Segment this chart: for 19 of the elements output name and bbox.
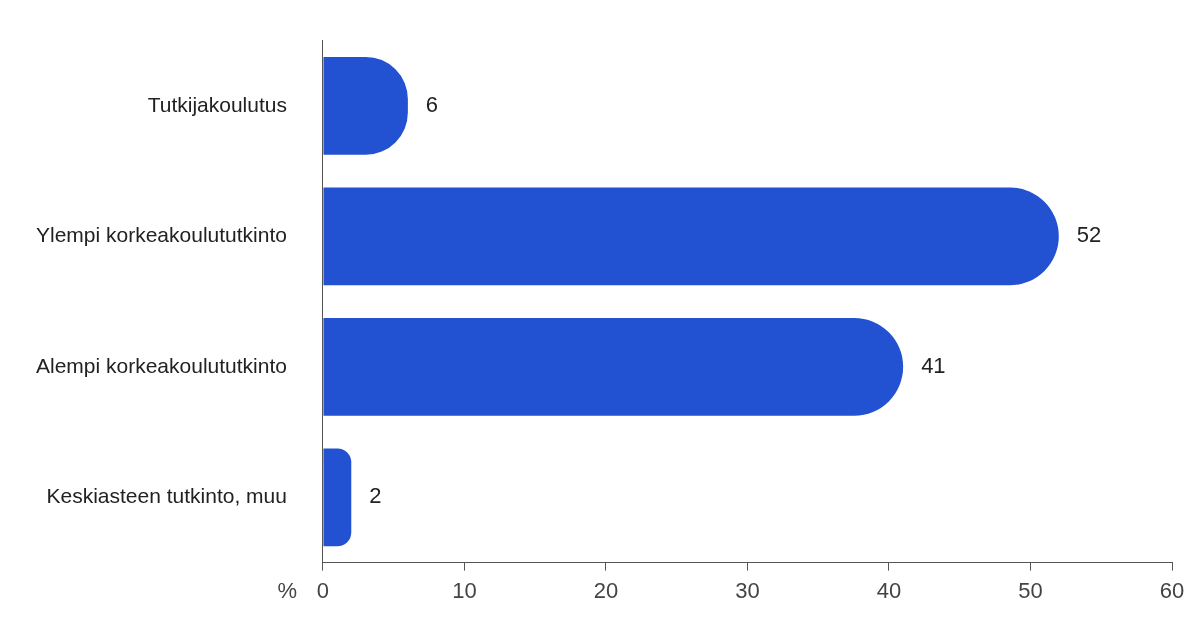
y-tick-label: Tutkijakoulutus [147, 92, 287, 116]
x-axis-title: % [277, 577, 297, 603]
x-tick-label: 20 [593, 577, 619, 603]
data-label: 41 [921, 352, 946, 378]
x-tick-label: 30 [735, 577, 760, 603]
x-tick-label: 0 [316, 577, 330, 603]
x-tick-label: 40 [876, 577, 902, 603]
bar [323, 187, 1059, 286]
x-tick-label: 50 [1018, 577, 1043, 603]
y-tick-label: Keskiasteen tutkinto, muu [46, 484, 287, 508]
data-label: 52 [1076, 222, 1102, 248]
bar [323, 448, 352, 547]
bar [323, 317, 904, 416]
data-label: 2 [369, 483, 382, 509]
y-tick-label: Ylempi korkeakoulututkinto [36, 223, 287, 247]
data-label: 6 [425, 91, 439, 117]
x-tick-label: 60 [1159, 577, 1185, 603]
x-tick-label: 10 [452, 577, 477, 603]
y-tick-label: Alempi korkeakoulututkinto [36, 353, 287, 377]
